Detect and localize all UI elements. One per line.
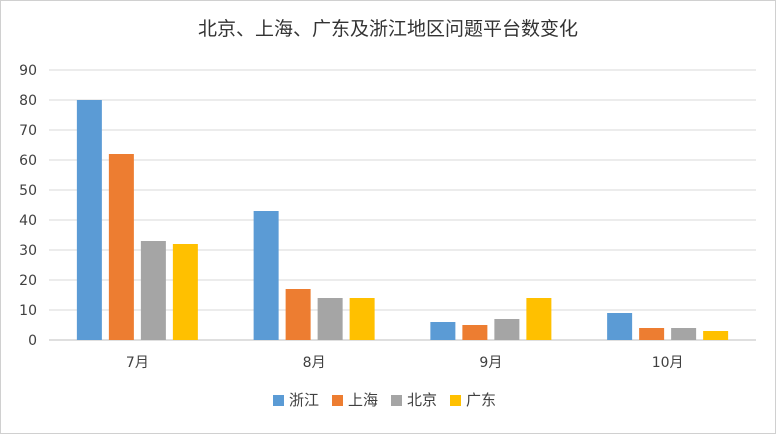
y-tick-label: 90	[19, 63, 37, 79]
y-axis-ticks: 0 10 20 30 40 50 60 70 80 90	[19, 63, 37, 349]
y-tick-label: 80	[19, 93, 37, 109]
legend-label: 北京	[407, 391, 437, 409]
bar-0-0	[76, 100, 102, 340]
bar-0-1	[253, 211, 279, 340]
y-tick-label: 50	[19, 183, 37, 199]
x-axis-categories: 7月 8月 9月 10月	[126, 355, 684, 371]
x-category-label: 9月	[479, 355, 502, 371]
gridlines	[49, 69, 756, 341]
bar-0-3	[607, 313, 633, 340]
bar-1-3	[639, 328, 665, 340]
bar-1-0	[108, 154, 134, 340]
y-tick-label: 60	[19, 153, 37, 169]
y-tick-label: 70	[19, 123, 37, 139]
legend-label: 上海	[348, 391, 378, 409]
legend: 浙江 上海 北京 广东	[273, 391, 496, 409]
bar-3-3	[703, 331, 729, 340]
legend-swatch	[273, 395, 284, 406]
x-category-label: 10月	[652, 355, 684, 371]
legend-swatch	[450, 395, 461, 406]
legend-swatch	[332, 395, 343, 406]
legend-label: 浙江	[289, 391, 319, 409]
x-category-label: 7月	[126, 355, 149, 371]
bar-3-2	[526, 298, 552, 340]
y-tick-label: 40	[19, 213, 37, 229]
y-tick-label: 10	[19, 303, 37, 319]
bar-2-1	[317, 298, 343, 340]
x-category-label: 8月	[303, 355, 326, 371]
y-tick-label: 30	[19, 243, 37, 259]
bar-1-2	[462, 325, 488, 340]
bar-2-0	[140, 241, 166, 340]
bar-2-2	[494, 319, 520, 340]
bar-3-1	[349, 298, 375, 340]
bar-1-1	[285, 289, 311, 340]
bar-0-2	[430, 322, 456, 340]
y-tick-label: 20	[19, 273, 37, 289]
y-tick-label: 0	[28, 333, 37, 349]
bar-3-0	[172, 244, 198, 340]
legend-swatch	[391, 395, 402, 406]
bar-2-3	[671, 328, 697, 340]
bars	[76, 100, 729, 340]
chart-title: 北京、上海、广东及浙江地区问题平台数变化	[198, 18, 578, 40]
legend-label: 广东	[466, 391, 496, 409]
